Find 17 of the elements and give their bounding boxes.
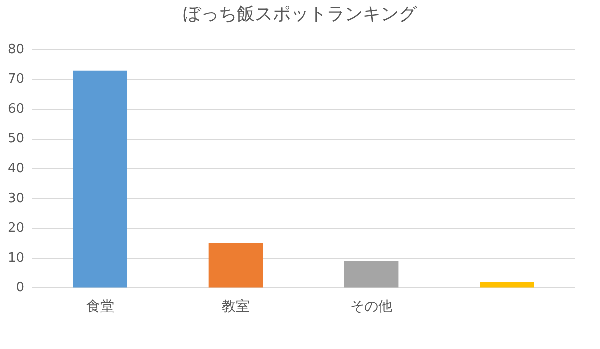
x-tick-label: 食堂 (86, 299, 114, 316)
bar (344, 261, 399, 288)
y-tick-label: 60 (8, 102, 25, 117)
y-tick-label: 50 (8, 132, 25, 147)
x-tick-label: その他 (350, 299, 393, 316)
chart-title: ぼっち飯スポットランキング (182, 3, 418, 26)
y-tick-label: 70 (8, 72, 25, 88)
y-tick-label: 0 (16, 280, 25, 296)
bar (480, 282, 534, 288)
y-tick-label: 80 (8, 42, 25, 58)
bar (73, 70, 128, 288)
y-tick-label: 20 (8, 221, 25, 236)
y-tick-label: 30 (8, 191, 25, 206)
y-tick-label: 40 (8, 161, 25, 176)
x-tick-label: 教室 (222, 299, 250, 316)
y-tick-label: 10 (8, 250, 25, 266)
bar (208, 244, 264, 288)
